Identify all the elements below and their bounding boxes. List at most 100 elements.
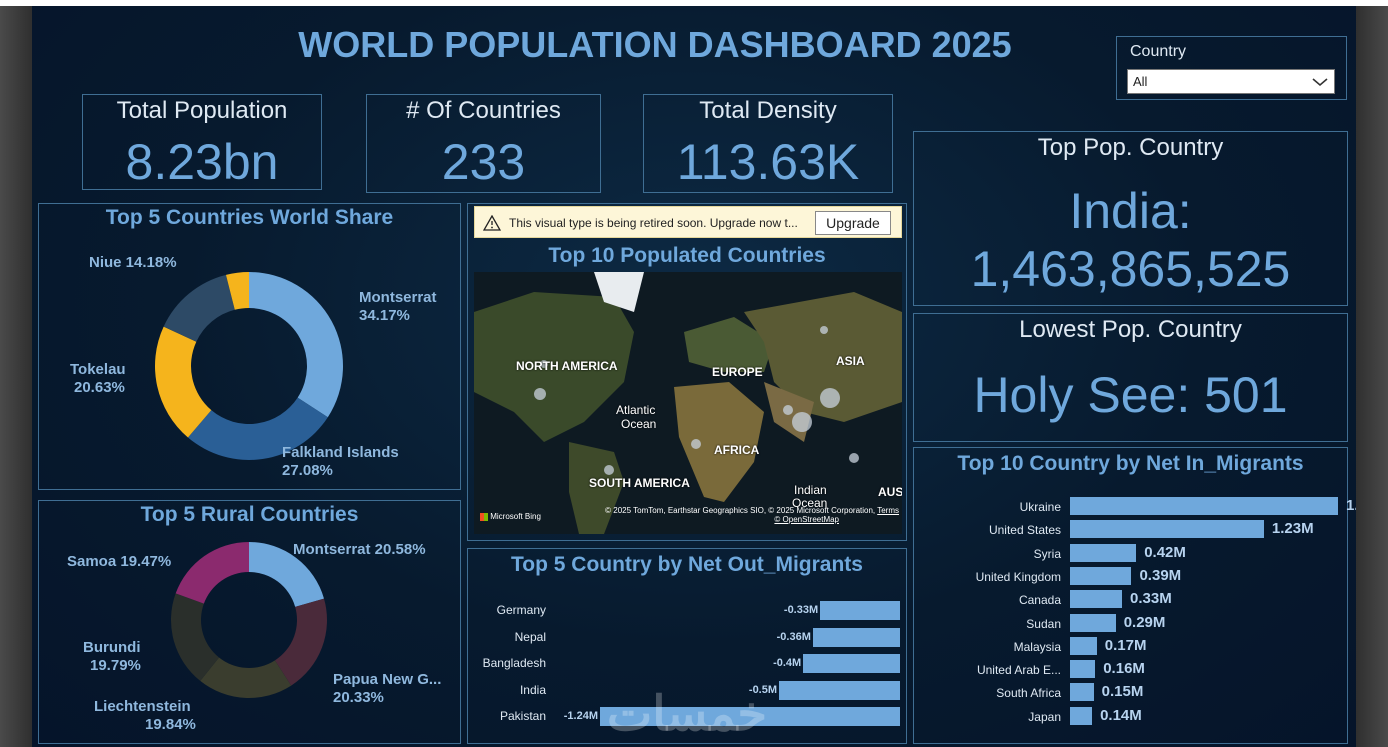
bar-value-label: -0.4M <box>773 657 802 669</box>
label-montserrat-pct: 34.17% <box>359 307 410 324</box>
label-png-pct: 20.33% <box>333 689 384 706</box>
map-bubble[interactable] <box>534 388 546 400</box>
world-share-slice-tokelau[interactable] <box>155 326 212 438</box>
bar-value-label: 0.29M <box>1123 613 1166 631</box>
world-map[interactable]: NORTH AMERICA EUROPE ASIA Atlantic Ocean… <box>474 272 902 534</box>
map-label-ocean: Ocean <box>621 417 657 431</box>
kpi-label: # Of Countries <box>406 97 561 124</box>
out-migrant-bar[interactable] <box>779 680 900 700</box>
map-bubble[interactable] <box>820 388 840 408</box>
watermark: خمسات <box>607 688 768 741</box>
kpi-label: Total Population <box>116 97 288 124</box>
bar-category-label: United Kingdom <box>975 569 1061 584</box>
kpi-label: Total Density <box>699 97 837 124</box>
bar-value-label: 0.15M <box>1101 683 1144 701</box>
map-brand: Microsoft Bing <box>480 512 541 521</box>
map-bubble[interactable] <box>783 405 793 415</box>
map-label-north-america: NORTH AMERICA <box>516 359 618 373</box>
label-burundi-pct: 19.79% <box>90 657 141 674</box>
map-label-africa: AFRICA <box>714 443 760 457</box>
bar-value-label: -1.24M <box>563 710 598 722</box>
panel-title: Top 5 Rural Countries <box>140 503 359 526</box>
bar-category-label: Germany <box>496 603 546 617</box>
rural-slice-montserrat[interactable] <box>249 542 325 607</box>
world-share-donut <box>155 272 343 461</box>
rural-slice-liechtenstein[interactable] <box>200 657 292 698</box>
bar-category-label: Pakistan <box>499 709 546 723</box>
dashboard-title: WORLD POPULATION DASHBOARD 2025 <box>298 24 1012 65</box>
map-attribution: © 2025 TomTom, Earthstar Geographics SIO… <box>529 506 899 524</box>
attribution-text: © 2025 TomTom, Earthstar Geographics SIO… <box>605 506 876 515</box>
world-share-slice-falkland-islands[interactable] <box>187 397 328 461</box>
map-bubble[interactable] <box>604 465 614 475</box>
filter-label: Country <box>1130 43 1187 60</box>
map-panel: This visual type is being retired soon. … <box>467 203 907 541</box>
top-pop-country-card: Top Pop. Country India: 1,463,865,525 <box>913 131 1348 306</box>
dashboard-canvas: WORLD POPULATION DASHBOARD 2025 Country … <box>32 6 1356 747</box>
in-migrant-bar[interactable] <box>1070 613 1116 632</box>
map-bubble[interactable] <box>540 360 548 368</box>
bar-category-label: United States <box>988 523 1061 538</box>
bar-category-label: United Arab E... <box>976 663 1061 678</box>
in-migrant-bar[interactable] <box>1070 636 1097 655</box>
label-liechtenstein: Liechtenstein <box>94 698 191 715</box>
in-migrant-bar[interactable] <box>1070 683 1094 702</box>
kpi-value: 8.23bn <box>125 134 279 190</box>
map-bubble[interactable] <box>849 453 859 463</box>
label-burundi: Burundi <box>83 639 141 656</box>
bar-value-label: 1.7M <box>1346 497 1356 514</box>
bar-category-label: Japan <box>1028 709 1061 724</box>
world-share-slice-holy-see[interactable] <box>225 272 249 310</box>
bar-value-label: 0.42M <box>1144 543 1186 561</box>
out-migrant-bar[interactable] <box>812 627 900 647</box>
lowest-pop-country-card: Lowest Pop. Country Holy See: 501 <box>913 313 1348 442</box>
left-frame <box>0 6 32 747</box>
in-migrant-bar[interactable] <box>1070 706 1093 725</box>
map-label-indian-ocean: Ocean <box>792 496 828 510</box>
map-label-asia: ASIA <box>836 354 865 368</box>
panel-title: Top 5 Country by Net Out_Migrants <box>511 553 863 576</box>
out-migrant-bar[interactable] <box>803 654 900 673</box>
map-brand-text: Microsoft Bing <box>490 512 541 521</box>
out-migrant-bar[interactable] <box>820 601 900 620</box>
upgrade-button[interactable]: Upgrade <box>815 211 891 235</box>
bar-category-label: Ukraine <box>1019 500 1061 514</box>
in-migrant-bar[interactable] <box>1070 590 1123 609</box>
kpi-countries: # Of Countries 233 <box>366 94 601 193</box>
world-share-slice-niue[interactable] <box>163 274 235 342</box>
kpi-label: Lowest Pop. Country <box>1019 316 1242 343</box>
kpi-value-line1: India: <box>1069 183 1192 239</box>
bar-value-label: -0.5M <box>748 683 778 696</box>
bar-category-label: Canada <box>1018 593 1061 608</box>
rural-slice-burundi[interactable] <box>171 593 220 681</box>
in-migrant-bar[interactable] <box>1070 520 1264 539</box>
in-migrant-bar[interactable] <box>1070 543 1137 562</box>
bar-value-label: 0.39M <box>1139 566 1182 584</box>
label-png: Papua New G... <box>333 671 442 688</box>
world-share-panel: Top 5 Countries World Share Niue 14.18% … <box>38 203 461 490</box>
rural-slice-papua-new-guinea[interactable] <box>274 598 327 686</box>
map-bubble[interactable] <box>691 439 701 449</box>
in-migrants-bars: Ukraine 1.7M United States 1.23M Syria 0.42M U… <box>914 448 1356 745</box>
country-filter[interactable]: Country All <box>1116 36 1347 100</box>
kpi-value: Holy See: 501 <box>973 367 1288 423</box>
rural-slice-samoa[interactable] <box>175 542 249 604</box>
in-migrant-bar[interactable] <box>1070 660 1096 679</box>
top-strip <box>0 0 1388 6</box>
osm-link[interactable]: © OpenStreetMap <box>774 515 839 524</box>
warning-text: This visual type is being retired soon. … <box>509 216 798 230</box>
world-share-slice-montserrat[interactable] <box>249 272 343 418</box>
in-migrant-bar[interactable] <box>1070 566 1132 585</box>
filter-select[interactable]: All <box>1127 69 1335 94</box>
bar-value-label: 0.33M <box>1130 590 1172 608</box>
map-bubble[interactable] <box>820 326 828 334</box>
terms-link[interactable]: Terms <box>877 506 899 515</box>
bar-value-label: -0.33M <box>783 604 819 616</box>
in-migrant-bar[interactable] <box>1070 497 1338 515</box>
label-tokelau-pct: 20.63% <box>74 379 125 396</box>
right-frame <box>1356 6 1388 747</box>
map-bubble[interactable] <box>792 412 812 432</box>
out-migrant-bar[interactable] <box>600 707 900 726</box>
map-label-europe: EUROPE <box>712 365 763 379</box>
label-tokelau: Tokelau <box>70 361 126 378</box>
